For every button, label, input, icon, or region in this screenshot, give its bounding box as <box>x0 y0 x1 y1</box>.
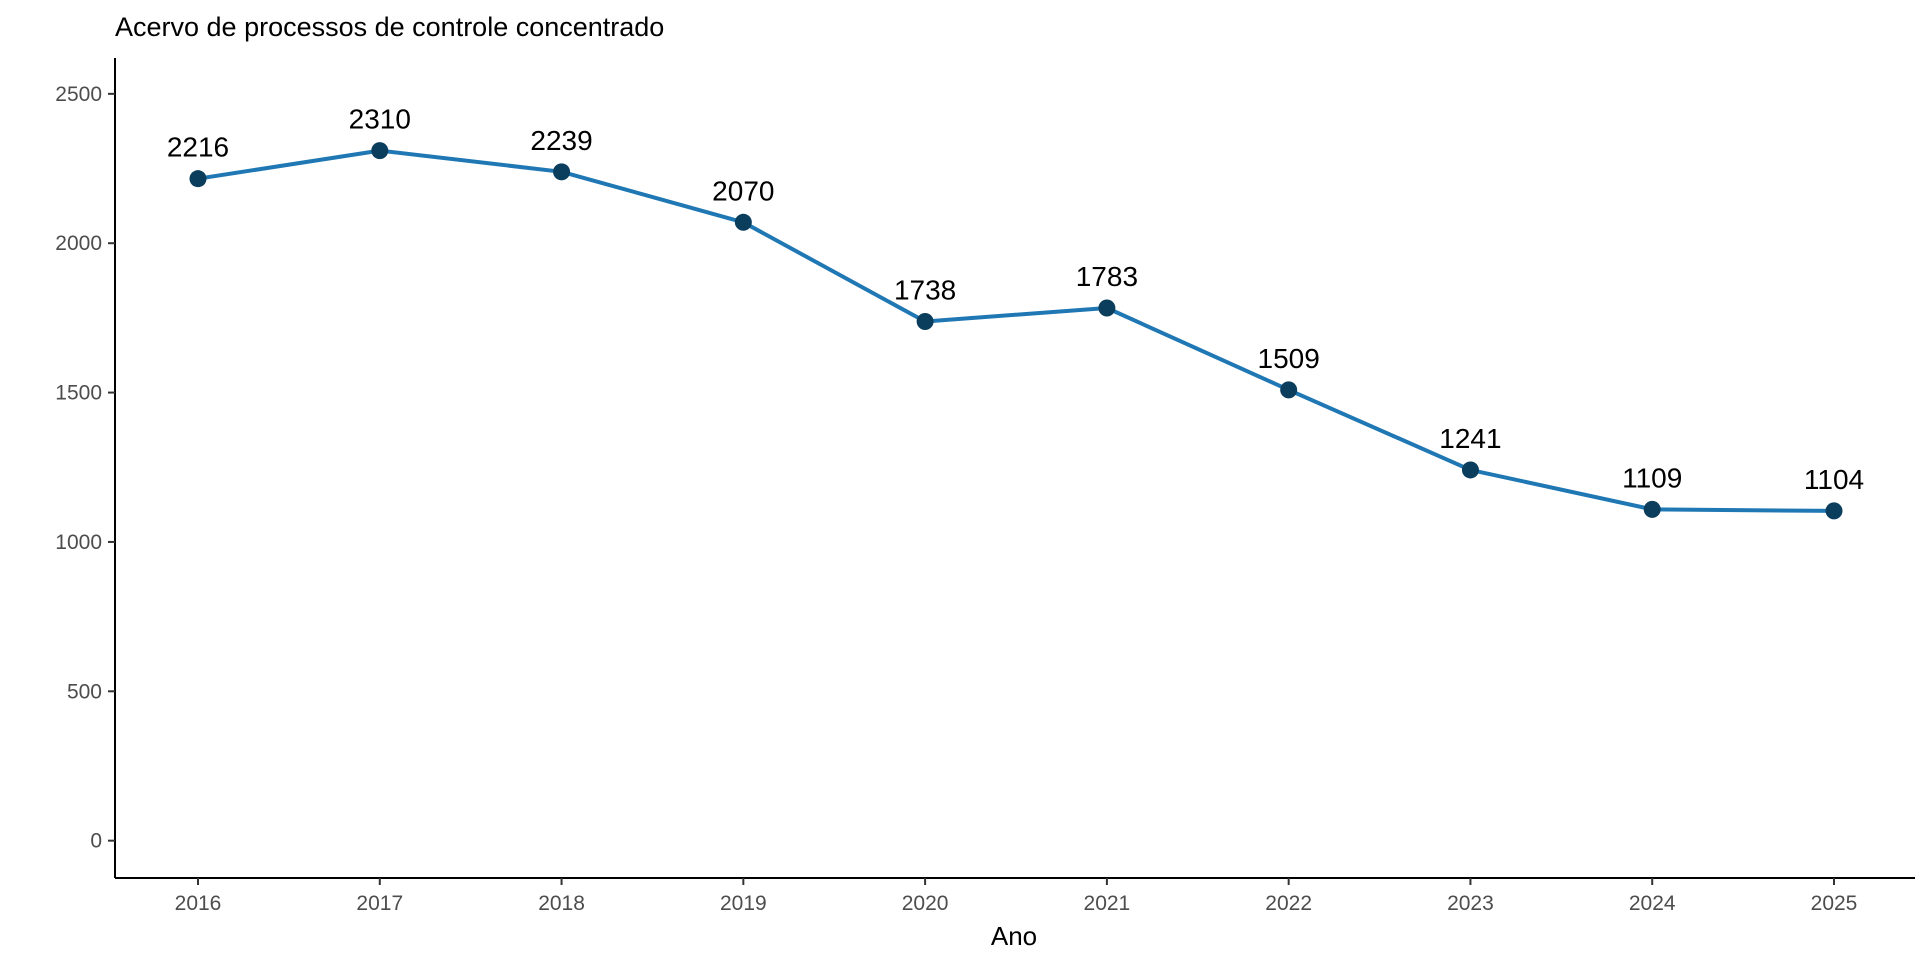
data-label: 2239 <box>530 125 592 156</box>
x-tick-label: 2024 <box>1629 892 1676 915</box>
data-label: 1783 <box>1076 261 1138 292</box>
data-labels-group: 2216 2310 2239 2070 1738 1783 1509 1241 1109 1104 <box>167 104 1864 495</box>
y-axis-ticks: 0 500 1000 1500 2000 2500 <box>55 83 115 853</box>
x-tick-label: 2023 <box>1447 892 1494 915</box>
data-label: 2070 <box>712 175 774 206</box>
points-group <box>189 142 1843 520</box>
series-group <box>196 148 1836 513</box>
data-label: 1104 <box>1804 464 1864 495</box>
data-point <box>734 213 752 231</box>
data-point <box>1461 461 1479 479</box>
chart-title: Acervo de processos de controle concentr… <box>115 12 664 42</box>
x-axis-title: Ano <box>991 921 1037 951</box>
y-tick-label: 500 <box>67 680 102 703</box>
x-tick-label: 2017 <box>356 892 403 915</box>
y-tick-label: 2500 <box>55 83 102 106</box>
y-tick-label: 1500 <box>55 382 102 405</box>
x-tick-label: 2020 <box>902 892 949 915</box>
x-tick-label: 2018 <box>538 892 585 915</box>
data-point <box>371 142 389 160</box>
data-point <box>1098 299 1116 317</box>
series-line <box>196 148 1836 513</box>
x-axis-ticks: 2016 2017 2018 2019 2020 2021 2022 2023 2024 2025 <box>175 878 1858 915</box>
x-tick-label: 2016 <box>175 892 222 915</box>
y-tick-label: 1000 <box>55 531 102 554</box>
y-tick-label: 2000 <box>55 232 102 255</box>
data-label: 1509 <box>1258 343 1320 374</box>
data-label: 2310 <box>349 104 411 135</box>
data-point <box>1280 381 1298 399</box>
data-label: 2216 <box>167 132 229 163</box>
x-tick-label: 2022 <box>1265 892 1312 915</box>
data-point <box>1825 502 1843 520</box>
data-label: 1241 <box>1439 423 1501 454</box>
x-tick-label: 2021 <box>1084 892 1131 915</box>
data-point <box>916 312 934 330</box>
data-point <box>553 163 571 181</box>
y-tick-label: 0 <box>90 830 102 853</box>
data-point <box>1643 500 1661 518</box>
x-tick-label: 2025 <box>1811 892 1858 915</box>
axes <box>114 58 1915 879</box>
data-label: 1738 <box>894 274 956 305</box>
data-label: 1109 <box>1622 462 1682 493</box>
x-tick-label: 2019 <box>720 892 767 915</box>
data-point <box>189 170 207 188</box>
